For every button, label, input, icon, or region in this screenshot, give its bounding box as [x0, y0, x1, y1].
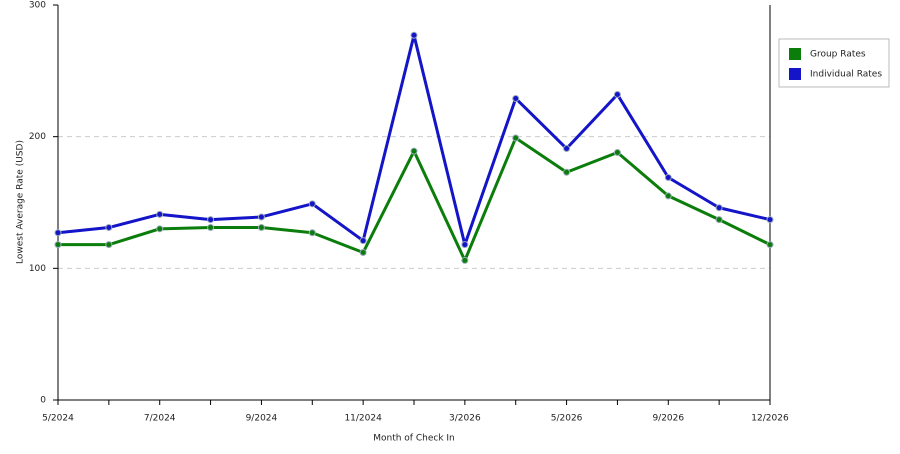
- x-tick-label: 9/2026: [652, 414, 684, 424]
- x-tick-label: 5/2024: [42, 414, 74, 424]
- point: [664, 192, 672, 200]
- point: [54, 229, 62, 237]
- point: [359, 249, 367, 257]
- point: [54, 241, 62, 249]
- point: [105, 224, 113, 232]
- point: [257, 224, 265, 232]
- point: [461, 256, 469, 264]
- y-axis-label: Lowest Average Rate (USD): [16, 140, 26, 264]
- point: [410, 147, 418, 155]
- point: [308, 229, 316, 237]
- legend-swatch: [789, 68, 801, 80]
- point: [156, 210, 164, 218]
- point: [512, 134, 520, 142]
- series-line: [57, 33, 771, 247]
- x-tick-label: 12/2026: [751, 414, 789, 424]
- point: [715, 216, 723, 224]
- y-tick-label: 200: [29, 132, 46, 142]
- point: [715, 204, 723, 212]
- legend-label: Group Rates: [810, 50, 866, 60]
- point: [257, 213, 265, 221]
- x-axis-label: Month of Check In: [373, 434, 455, 444]
- point: [207, 224, 215, 232]
- point: [410, 31, 418, 39]
- point: [613, 91, 621, 99]
- y-tick-label: 300: [29, 1, 46, 11]
- point: [563, 168, 571, 176]
- point: [359, 237, 367, 245]
- x-tick-label: 3/2026: [449, 414, 481, 424]
- point: [207, 216, 215, 224]
- point: [766, 216, 774, 224]
- x-tick-label: 11/2024: [344, 414, 382, 424]
- legend-label: Individual Rates: [810, 70, 882, 80]
- point: [563, 145, 571, 153]
- x-tick-label: 7/2024: [144, 414, 176, 424]
- x-tick-label: 9/2024: [246, 414, 278, 424]
- point: [613, 148, 621, 156]
- point: [156, 225, 164, 233]
- series-line: [58, 136, 771, 262]
- legend-swatch: [789, 48, 801, 60]
- y-tick-label: 100: [29, 264, 46, 274]
- point: [664, 173, 672, 181]
- point: [766, 241, 774, 249]
- y-tick-label: 0: [40, 396, 46, 406]
- point: [308, 200, 316, 208]
- point: [461, 241, 469, 249]
- x-tick-label: 5/2026: [551, 414, 583, 424]
- point: [512, 94, 520, 102]
- point: [105, 241, 113, 249]
